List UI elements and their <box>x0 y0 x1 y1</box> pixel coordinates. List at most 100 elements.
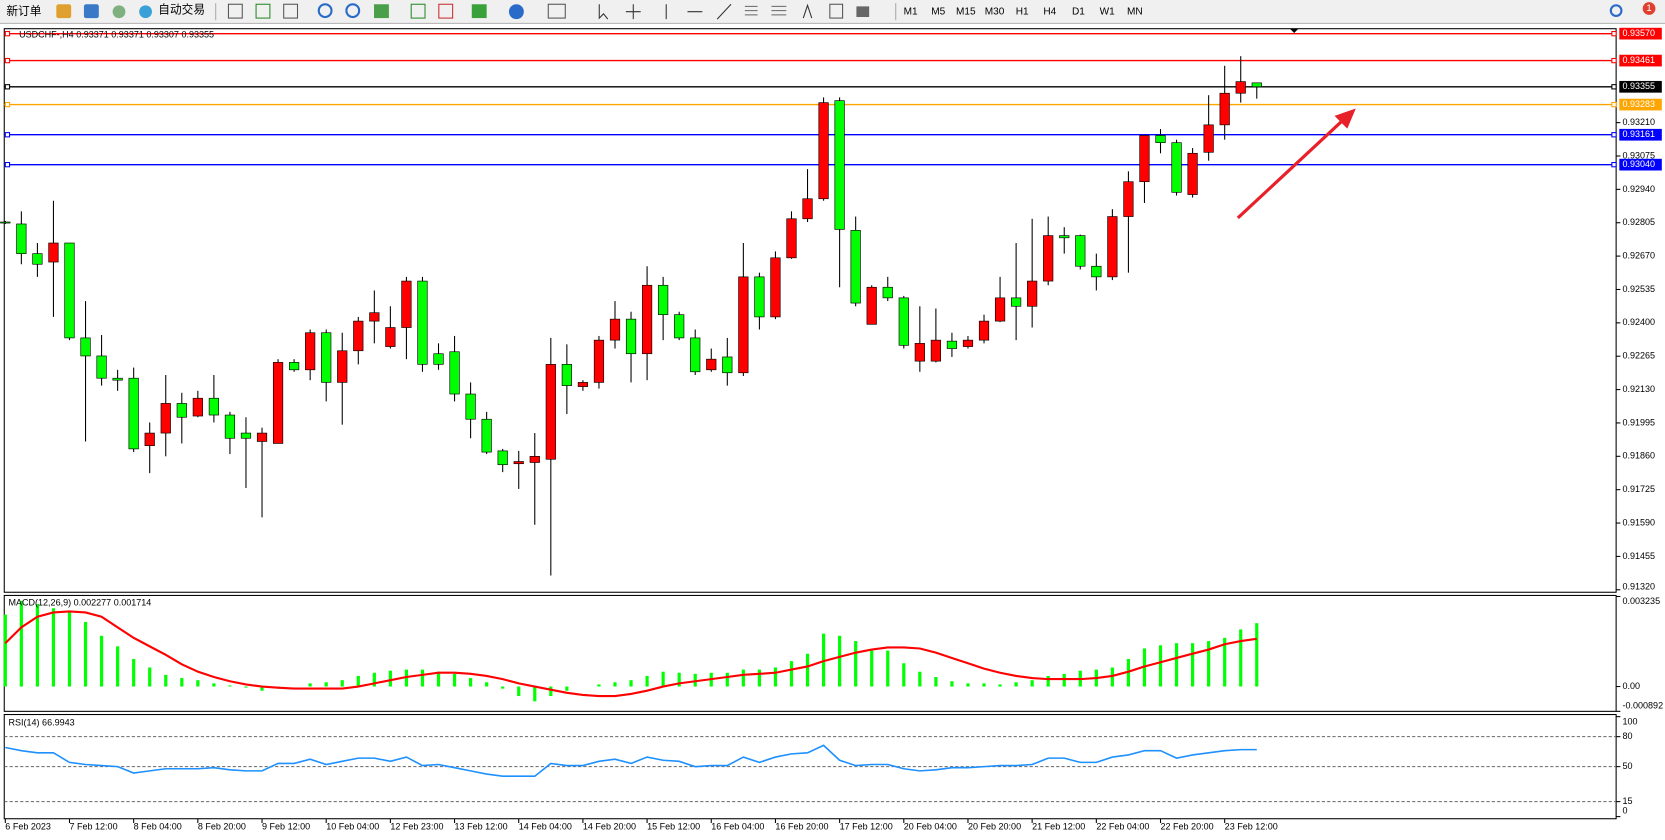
candle-body <box>401 280 412 328</box>
icon[interactable] <box>374 4 389 19</box>
icon[interactable] <box>317 3 333 19</box>
level-handle <box>1611 132 1617 138</box>
timeframe-button[interactable]: M5 <box>931 6 945 17</box>
timeframe-button[interactable]: H4 <box>1043 6 1056 17</box>
timeframe-button[interactable]: MN <box>1127 6 1143 17</box>
macd-bar <box>1207 641 1211 687</box>
macd-bar <box>148 667 152 687</box>
y-tick-label: 0.91455 <box>1622 551 1655 561</box>
candle-body <box>337 350 348 383</box>
macd-bar <box>854 641 858 687</box>
candle-body <box>1011 297 1022 307</box>
macd-bar <box>1223 637 1227 687</box>
candle-body <box>1043 235 1054 282</box>
candle-body <box>786 218 797 259</box>
icon[interactable] <box>598 4 609 20</box>
icon[interactable] <box>345 3 361 19</box>
y-tick-label: 0.92400 <box>1622 317 1655 327</box>
candle-body <box>16 223 27 254</box>
search-icon[interactable] <box>1609 4 1623 18</box>
price-chart: 0.93210 0.93075 0.92940 0.92805 0.92670 0.925… <box>0 27 1662 593</box>
icon[interactable] <box>508 4 524 20</box>
x-tick-label: 20 Feb 04:00 <box>904 822 957 832</box>
icon[interactable] <box>625 4 641 20</box>
y-tick-label: 0.92535 <box>1622 284 1655 294</box>
candle-body <box>770 257 781 318</box>
time-axis: 6 Feb 2023 7 Feb 12:00 8 Feb 04:00 8 Feb 20… <box>4 818 1278 832</box>
chart-title: USDCHF-,H4 0.93371 0.93371 0.93307 0.933… <box>19 29 214 39</box>
macd-panel: 0.003235 0.00 -0.000892 MACD(12,26,9) 0.002… <box>3 594 1663 712</box>
candle-body <box>1107 216 1118 278</box>
macd-bar <box>260 686 264 691</box>
macd-bar <box>485 682 489 687</box>
icon[interactable] <box>438 3 454 19</box>
macd-bar <box>902 663 906 687</box>
macd-bar <box>757 669 761 687</box>
icon[interactable] <box>283 3 299 19</box>
macd-bar <box>324 682 328 687</box>
icon[interactable] <box>744 5 787 16</box>
y-tick-label: 0.91860 <box>1622 451 1655 461</box>
x-tick-label: 7 Feb 12:00 <box>69 822 117 832</box>
candle-body <box>224 414 236 439</box>
macd-bar <box>1030 680 1034 687</box>
timeframe-button[interactable]: D1 <box>1072 6 1085 17</box>
candle-body <box>818 102 829 200</box>
timeframe-button[interactable]: M15 <box>956 6 976 17</box>
timeframe-button[interactable]: M1 <box>904 6 918 17</box>
icon[interactable] <box>471 4 487 19</box>
candle-body <box>256 432 268 442</box>
macd-bar <box>501 686 505 689</box>
y-tick-label: 100 <box>1622 716 1637 726</box>
candle-body <box>1171 142 1182 193</box>
y-tick-label: 0.93210 <box>1622 117 1655 127</box>
x-tick-label: 8 Feb 20:00 <box>198 822 246 832</box>
candle-body <box>690 337 701 373</box>
arrow-head <box>1334 108 1356 129</box>
x-tick-label: 21 Feb 12:00 <box>1032 822 1085 832</box>
icon[interactable] <box>802 3 813 19</box>
candle-body <box>1059 235 1070 239</box>
auto-trading-button[interactable]: 自动交易 <box>158 3 205 17</box>
timeframe-button[interactable]: H1 <box>1016 6 1029 17</box>
candle-body <box>240 432 252 439</box>
timeframe-button[interactable]: W1 <box>1100 6 1116 17</box>
icon[interactable] <box>829 3 844 19</box>
macd-bar <box>469 678 473 687</box>
candle-body <box>128 377 139 450</box>
macd-bar <box>517 686 521 697</box>
macd-bar <box>597 684 601 687</box>
icon[interactable] <box>56 4 72 19</box>
x-tick-label: 16 Feb 04:00 <box>711 822 764 832</box>
x-tick-label: 13 Feb 12:00 <box>455 822 508 832</box>
candle-body <box>449 351 460 395</box>
macd-bar <box>966 683 970 687</box>
level-label-bg <box>1619 80 1662 93</box>
new-order-button[interactable]: 新订单 <box>6 4 41 18</box>
macd-bar <box>725 672 729 687</box>
icon[interactable] <box>665 3 732 20</box>
candle-body <box>577 382 589 387</box>
chart-frame <box>3 28 1617 593</box>
icon[interactable] <box>112 5 126 19</box>
icon[interactable] <box>410 3 426 19</box>
x-tick-label: 9 Feb 12:00 <box>262 822 310 832</box>
icon[interactable] <box>83 4 99 19</box>
candle-body <box>481 418 492 453</box>
notification-badge[interactable] <box>1642 2 1656 15</box>
signal-line <box>4 610 1257 698</box>
macd-bar <box>918 671 922 687</box>
icon[interactable] <box>255 3 271 19</box>
timeframes: M1 M5 M15 M30 H1 H4 D1 W1 MN <box>904 6 1143 17</box>
icon[interactable] <box>547 3 566 19</box>
timeframe-button[interactable]: M30 <box>985 6 1005 17</box>
icon[interactable] <box>227 3 243 19</box>
candle-body <box>1219 92 1230 126</box>
candle-body <box>385 327 396 347</box>
y-tick-label: 0.00 <box>1622 681 1640 691</box>
macd-bar <box>356 675 360 687</box>
macd-bar <box>693 673 697 687</box>
icon[interactable] <box>139 5 152 19</box>
icon[interactable] <box>856 6 870 18</box>
